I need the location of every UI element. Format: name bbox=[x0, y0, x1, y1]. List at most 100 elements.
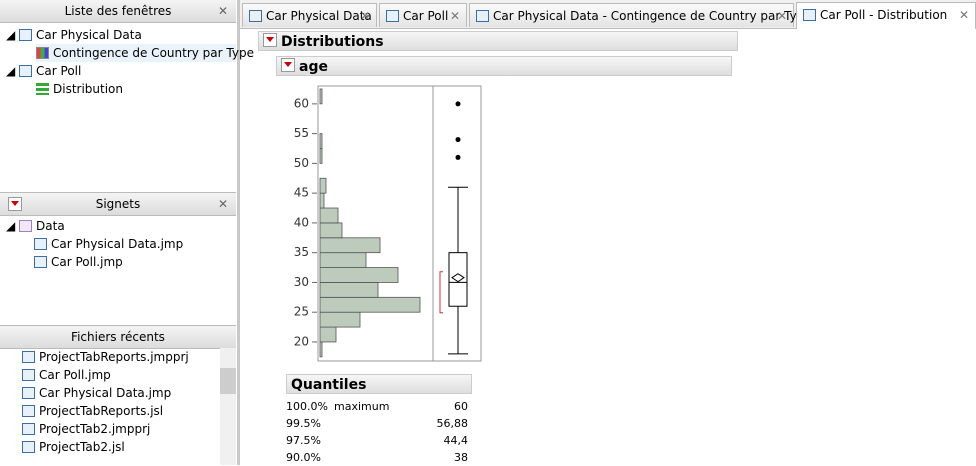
tree-item[interactable]: Contingence de Country par Type bbox=[36, 44, 254, 62]
outlier bbox=[455, 101, 461, 107]
tab-bar: Car Physical Data ✕ Car Poll ✕ Car Physical … bbox=[240, 0, 976, 29]
bar bbox=[319, 326, 337, 343]
report-title: Distributions bbox=[281, 34, 384, 50]
outlier bbox=[455, 154, 461, 160]
value: 56,88 bbox=[436, 417, 469, 430]
panel-header: Liste des fenêtres ✕ bbox=[0, 0, 236, 23]
tree-item[interactable]: Car Physical Data.jmp bbox=[34, 235, 183, 253]
file-name: ProjectTabReports.jsl bbox=[39, 404, 164, 418]
quantile-row: 90.0% 38 bbox=[286, 449, 468, 466]
file-name: ProjectTab2.jsl bbox=[39, 440, 125, 454]
label: Car Physical Data.jmp bbox=[51, 237, 184, 251]
panel-header: Fichiers récents bbox=[0, 325, 236, 349]
tab-close: ✕ bbox=[359, 9, 370, 23]
quantile-row: 97.5% 44,4 bbox=[286, 432, 468, 449]
recent-file[interactable]: ProjectTabReports.jsl bbox=[22, 402, 163, 420]
recent-file[interactable]: ProjectTab2.jsl bbox=[22, 438, 125, 456]
bar bbox=[319, 252, 367, 268]
quantiles-header[interactable]: Quantiles bbox=[286, 374, 472, 394]
recent-file[interactable]: ProjectTabReports.jmpprj bbox=[22, 348, 189, 366]
y-tick-label: 25 bbox=[294, 305, 309, 319]
quantiles-title: Quantiles bbox=[291, 377, 367, 393]
y-tick-label: 35 bbox=[294, 245, 309, 259]
bar bbox=[319, 267, 399, 283]
panel-title: Fichiers récents bbox=[71, 330, 165, 344]
bar bbox=[319, 88, 323, 105]
quantile-row: 99.5% 56,88 bbox=[286, 415, 468, 432]
bar bbox=[319, 222, 343, 239]
y-tick-label: 45 bbox=[294, 186, 309, 200]
label: Car Poll bbox=[36, 64, 82, 78]
tab-close: ✕ bbox=[449, 9, 460, 23]
bar bbox=[319, 207, 339, 224]
level: 90.0% bbox=[286, 451, 321, 464]
bar bbox=[319, 192, 325, 209]
outlier bbox=[455, 137, 461, 143]
label: Car Poll.jmp bbox=[51, 255, 123, 269]
recent-file[interactable]: Car Physical Data.jmp bbox=[22, 384, 171, 402]
quantile-row: 100.0% maximum 60 bbox=[286, 398, 468, 415]
file-name: ProjectTabReports.jmpprj bbox=[39, 350, 189, 364]
file-icon bbox=[22, 369, 35, 381]
recent-file[interactable]: Car Poll.jmp bbox=[22, 366, 111, 384]
tab-close: ✕ bbox=[776, 9, 787, 23]
tab-icon bbox=[476, 10, 489, 22]
file-name: Car Poll.jmp bbox=[39, 368, 111, 382]
bar bbox=[319, 133, 323, 149]
value: 60 bbox=[454, 400, 468, 413]
bar bbox=[319, 237, 381, 254]
report-header[interactable]: Distributions bbox=[258, 31, 738, 51]
tree-item[interactable]: ◢ Data bbox=[6, 219, 65, 233]
tab-label: Car Physical Data - Contingence de Count… bbox=[493, 9, 812, 23]
variable-header[interactable]: age bbox=[276, 56, 732, 76]
panel-title: Signets bbox=[95, 197, 141, 211]
tab-icon bbox=[386, 10, 399, 22]
y-tick-label: 60 bbox=[294, 96, 309, 110]
file-icon bbox=[22, 387, 35, 399]
file-icon bbox=[22, 423, 35, 435]
label: Distribution bbox=[53, 82, 124, 96]
tab[interactable]: Car Poll - Distribution ✕ bbox=[796, 2, 976, 29]
tab-label: Car Poll bbox=[403, 9, 449, 23]
file-icon bbox=[22, 441, 35, 453]
value: 38 bbox=[454, 451, 468, 464]
y-tick-label: 20 bbox=[294, 334, 309, 348]
label: Car Physical Data bbox=[36, 28, 142, 42]
label: Contingence de Country par Type bbox=[53, 46, 254, 60]
tree-item[interactable]: Distribution bbox=[36, 80, 123, 98]
distribution-plot: 20 25 30 35 40 45 50 55 60 bbox=[294, 85, 482, 362]
tree-item[interactable]: ◢ Car Poll bbox=[6, 64, 82, 78]
tab-label: Car Physical Data bbox=[266, 9, 372, 23]
tab[interactable]: Car Physical Data - Contingence de Count… bbox=[469, 3, 812, 27]
file-icon bbox=[22, 405, 35, 417]
bar bbox=[319, 177, 327, 194]
bar bbox=[319, 148, 323, 164]
recent-file[interactable]: ProjectTab2.jmpprj bbox=[22, 420, 150, 438]
left-panel: Liste des fenêtres ✕ ◢ Car Physical Data … bbox=[0, 0, 254, 465]
panel-header: Signets ✕ bbox=[0, 192, 236, 216]
tab[interactable]: Car Poll ✕ bbox=[379, 3, 467, 27]
y-tick-label: 30 bbox=[294, 275, 309, 289]
tab-close: ✕ bbox=[958, 8, 969, 22]
shortest-half bbox=[439, 271, 443, 314]
bar bbox=[319, 296, 421, 313]
panel-title: Liste des fenêtres bbox=[64, 4, 172, 18]
scrollbar[interactable] bbox=[220, 348, 236, 465]
level: 97.5% bbox=[286, 434, 321, 447]
bar bbox=[319, 311, 361, 328]
file-name: Car Physical Data.jmp bbox=[39, 386, 172, 400]
tree-item[interactable]: Car Poll.jmp bbox=[34, 253, 123, 271]
label: maximum bbox=[334, 400, 390, 413]
tree-item[interactable]: ◢ Car Physical Data bbox=[6, 28, 142, 42]
y-tick-label: 50 bbox=[294, 156, 309, 170]
box bbox=[448, 252, 468, 307]
mean-diamond bbox=[451, 273, 465, 283]
tab-icon bbox=[803, 9, 816, 21]
tab[interactable]: Car Physical Data ✕ bbox=[242, 3, 377, 27]
level: 99.5% bbox=[286, 417, 321, 430]
label: Data bbox=[36, 219, 65, 233]
y-tick-label: 40 bbox=[294, 215, 309, 229]
tab-icon bbox=[249, 10, 262, 22]
bar bbox=[319, 341, 323, 358]
